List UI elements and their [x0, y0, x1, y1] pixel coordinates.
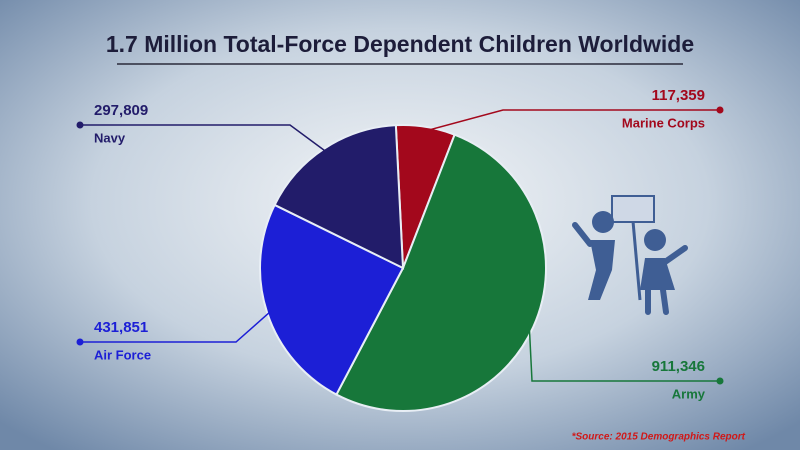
chart-title: 1.7 Million Total-Force Dependent Childr…	[106, 31, 694, 57]
category-label: Navy	[94, 130, 126, 145]
leader-dot	[716, 106, 724, 114]
kids-icon	[572, 195, 688, 315]
source-note: *Source: 2015 Demographics Report	[572, 432, 746, 443]
value-label: 117,359	[652, 87, 705, 104]
category-label: Marine Corps	[622, 115, 705, 130]
category-label: Army	[672, 386, 706, 401]
leader-line	[80, 310, 272, 343]
leader-line	[80, 124, 328, 153]
leader-dot	[76, 121, 84, 129]
leader-dot	[76, 338, 84, 346]
pie-slice	[259, 203, 405, 396]
pie-slice	[273, 124, 405, 270]
pie-slice	[335, 133, 547, 412]
category-label: Air Force	[94, 347, 151, 362]
leader-dot	[716, 377, 724, 385]
value-label: 297,809	[94, 102, 148, 119]
value-label: 431,851	[94, 319, 148, 336]
leader-line	[528, 325, 720, 382]
value-label: 911,346	[652, 358, 705, 375]
leader-line	[424, 109, 720, 132]
